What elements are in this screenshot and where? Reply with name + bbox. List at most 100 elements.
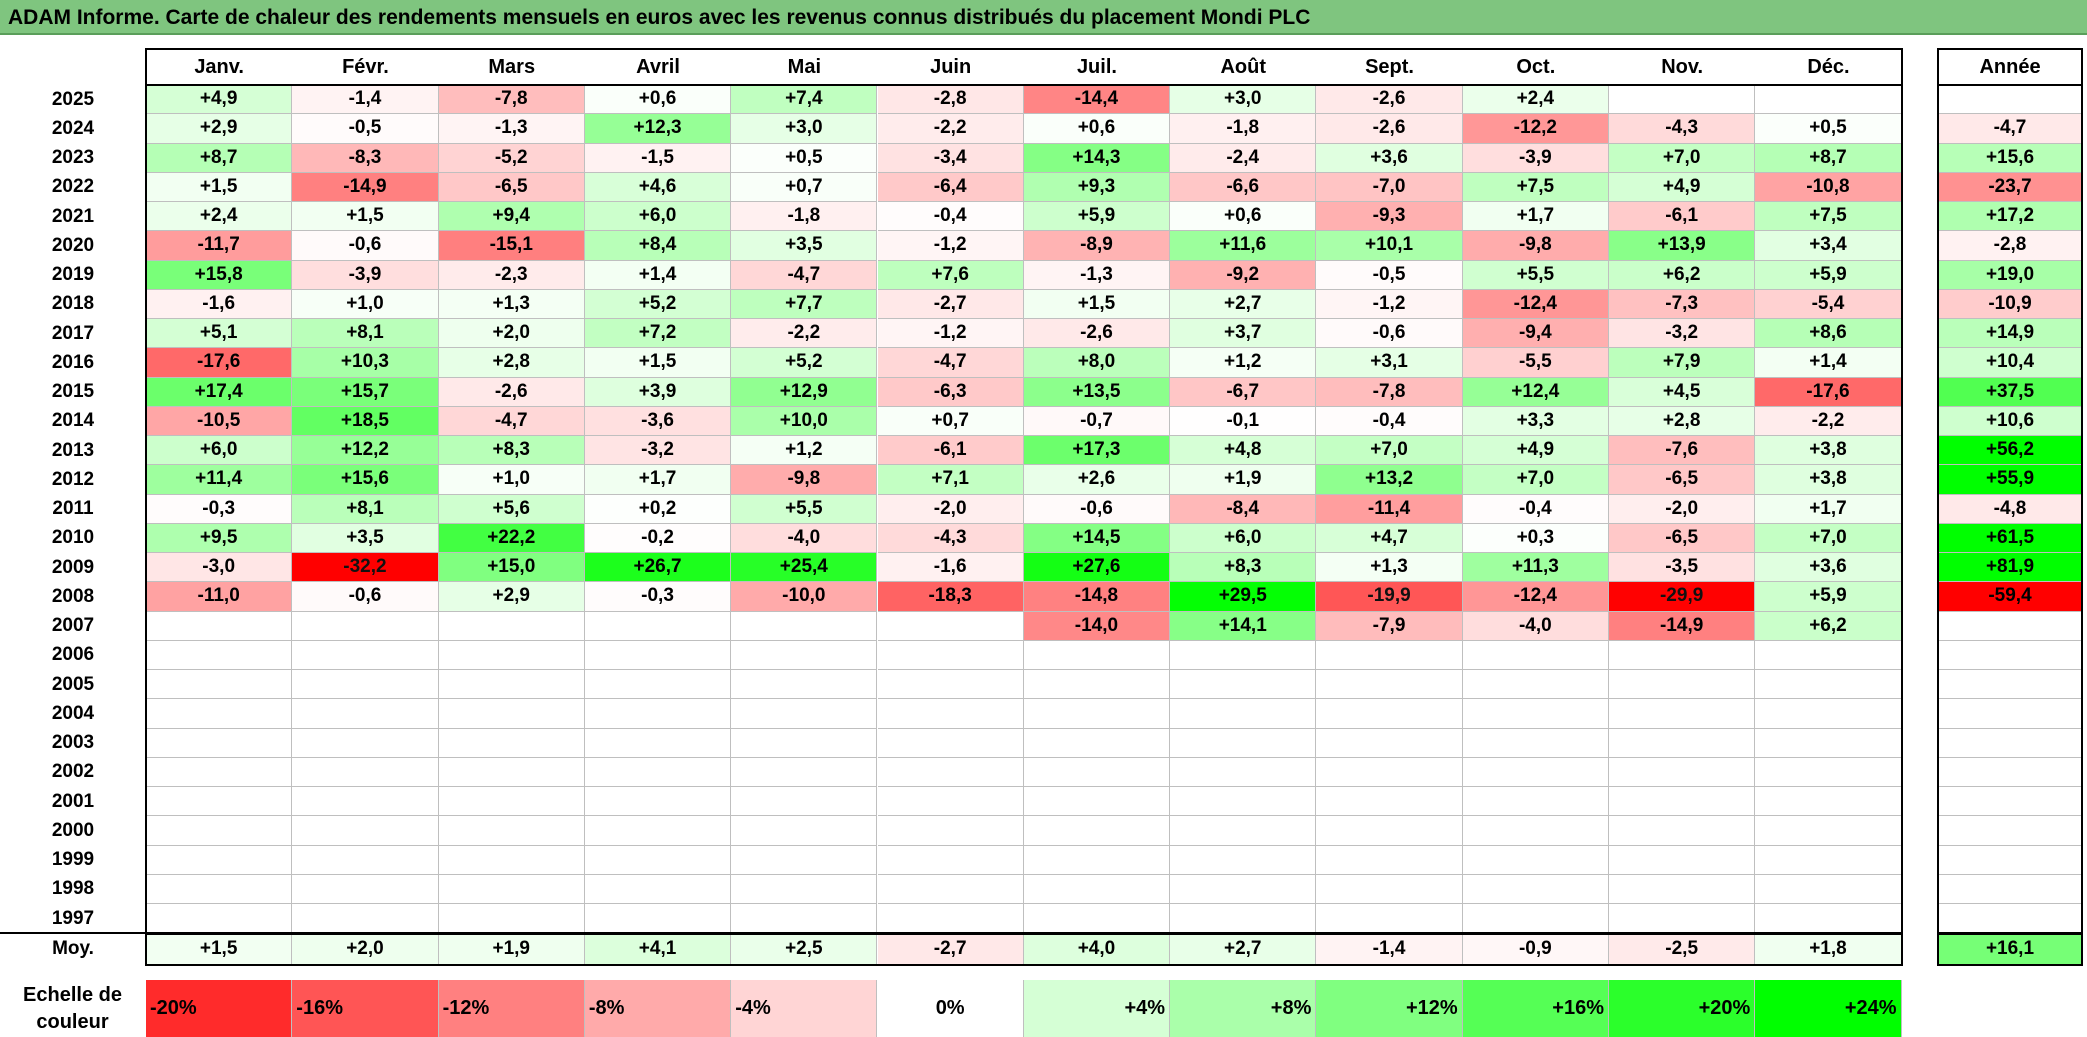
heatmap-cell: +1,5 bbox=[1023, 289, 1171, 319]
heatmap-cell bbox=[292, 904, 439, 934]
row-year-label: 2020 bbox=[51, 234, 95, 256]
heatmap-cell: -12,2 bbox=[1462, 114, 1609, 144]
heatmap-cell bbox=[146, 787, 293, 817]
annual-header-rule bbox=[1937, 84, 2083, 86]
heatmap-cell: -10,5 bbox=[146, 406, 293, 436]
header-rule bbox=[145, 84, 1903, 86]
heatmap-cell bbox=[731, 728, 878, 758]
heatmap-cell: +13,9 bbox=[1609, 231, 1756, 261]
heatmap-cell: +15,7 bbox=[292, 377, 439, 407]
row-year-label: 2010 bbox=[51, 527, 95, 549]
heatmap-cell: +5,9 bbox=[1755, 260, 1902, 290]
heatmap-cell: +10,3 bbox=[292, 348, 439, 378]
heatmap-cell bbox=[1170, 787, 1317, 817]
column-header: Déc. bbox=[1807, 55, 1850, 78]
heatmap-cell bbox=[1170, 670, 1317, 700]
average-cell: -0,9 bbox=[1462, 934, 1609, 964]
row-year-label: 2024 bbox=[51, 117, 95, 139]
heatmap-cell: -9,2 bbox=[1170, 260, 1317, 290]
average-cell: +1,8 bbox=[1755, 934, 1902, 964]
annual-cell: -4,8 bbox=[1938, 494, 2082, 524]
annual-cell: +55,9 bbox=[1938, 465, 2082, 495]
heatmap-cell: +1,7 bbox=[1755, 494, 1902, 524]
heatmap-cell bbox=[1462, 845, 1609, 875]
heatmap-cell bbox=[877, 670, 1024, 700]
heatmap-cell bbox=[1170, 728, 1317, 758]
annual-cell bbox=[1938, 787, 2082, 817]
heatmap-cell: +8,3 bbox=[1170, 553, 1317, 583]
heatmap-cell: +12,9 bbox=[731, 377, 878, 407]
row-year-label: 2000 bbox=[51, 819, 95, 841]
average-cell: +2,0 bbox=[292, 934, 439, 964]
heatmap-cell: -2,0 bbox=[1609, 494, 1756, 524]
heatmap-cell: -10,0 bbox=[731, 582, 878, 612]
annual-cell: +56,2 bbox=[1938, 436, 2082, 466]
heatmap-cell: +5,2 bbox=[584, 289, 732, 319]
heatmap-cell bbox=[1462, 787, 1609, 817]
row-year-label: 2009 bbox=[51, 556, 95, 578]
heatmap-cell bbox=[1609, 787, 1756, 817]
heatmap-cell bbox=[731, 611, 878, 641]
annual-cell: -4,7 bbox=[1938, 114, 2082, 144]
heatmap-cell: +15,6 bbox=[292, 465, 439, 495]
heatmap-cell: +8,1 bbox=[292, 319, 439, 349]
heatmap-cell: -2,7 bbox=[877, 289, 1024, 319]
heatmap-cell: +15,8 bbox=[146, 260, 293, 290]
heatmap-cell: -7,9 bbox=[1316, 611, 1463, 641]
heatmap-cell bbox=[731, 757, 878, 787]
heatmap-cell: +27,6 bbox=[1023, 553, 1171, 583]
heatmap-cell: -1,4 bbox=[292, 85, 439, 115]
heatmap-cell bbox=[731, 670, 878, 700]
heatmap-cell: +8,7 bbox=[146, 143, 293, 173]
heatmap-cell: -2,6 bbox=[1023, 319, 1171, 349]
heatmap-cell: -1,2 bbox=[877, 231, 1024, 261]
heatmap-cell: -6,7 bbox=[1170, 377, 1317, 407]
column-header: Sept. bbox=[1365, 55, 1414, 78]
heatmap-cell: +15,0 bbox=[438, 553, 585, 583]
heatmap-cell bbox=[584, 845, 732, 875]
heatmap-cell: -2,0 bbox=[877, 494, 1024, 524]
heatmap-cell bbox=[438, 640, 585, 670]
heatmap-cell: +7,0 bbox=[1609, 143, 1756, 173]
heatmap-cell bbox=[1316, 757, 1463, 787]
heatmap-cell: +1,5 bbox=[146, 172, 293, 202]
heatmap-cell bbox=[584, 757, 732, 787]
heatmap-cell: +7,4 bbox=[731, 85, 878, 115]
heatmap-cell: -7,0 bbox=[1316, 172, 1463, 202]
heatmap-cell: +9,4 bbox=[438, 202, 585, 232]
heatmap-cell: -18,3 bbox=[877, 582, 1024, 612]
average-cell: -2,5 bbox=[1609, 934, 1756, 964]
heatmap-cell: +9,5 bbox=[146, 523, 293, 553]
heatmap-cell bbox=[731, 845, 878, 875]
annual-cell bbox=[1938, 874, 2082, 904]
heatmap-cell bbox=[1755, 904, 1902, 934]
heatmap-cell: +8,3 bbox=[438, 436, 585, 466]
average-row-label: Moy. bbox=[52, 938, 94, 959]
row-year-label: 2003 bbox=[51, 732, 95, 754]
heatmap-cell: -2,6 bbox=[438, 377, 585, 407]
heatmap-cell: +3,9 bbox=[584, 377, 732, 407]
year-axis-bottom-rule bbox=[0, 932, 146, 934]
heatmap-cell: +26,7 bbox=[584, 553, 732, 583]
heatmap-cell: -29,9 bbox=[1609, 582, 1756, 612]
heatmap-cell: -6,4 bbox=[877, 172, 1024, 202]
row-year-label: 2014 bbox=[51, 410, 95, 432]
heatmap-cell: +1,3 bbox=[1316, 553, 1463, 583]
heatmap-cell bbox=[146, 699, 293, 729]
heatmap-cell: -17,6 bbox=[146, 348, 293, 378]
heatmap-cell: +1,0 bbox=[292, 289, 439, 319]
heatmap-cell: -12,4 bbox=[1462, 582, 1609, 612]
heatmap-cell: +13,5 bbox=[1023, 377, 1171, 407]
heatmap-cell: +2,9 bbox=[146, 114, 293, 144]
heatmap-cell: +25,4 bbox=[731, 553, 878, 583]
heatmap-cell: +8,1 bbox=[292, 494, 439, 524]
column-header: Juin bbox=[930, 55, 972, 78]
heatmap-cell: +2,6 bbox=[1023, 465, 1171, 495]
heatmap-cell: -7,8 bbox=[1316, 377, 1463, 407]
heatmap-cell: +4,9 bbox=[1462, 436, 1609, 466]
heatmap-cell: -2,2 bbox=[731, 319, 878, 349]
heatmap-cell: -11,7 bbox=[146, 231, 293, 261]
heatmap-cell: +8,7 bbox=[1755, 143, 1902, 173]
heatmap-cell: +29,5 bbox=[1170, 582, 1317, 612]
column-header: Avril bbox=[636, 55, 680, 78]
